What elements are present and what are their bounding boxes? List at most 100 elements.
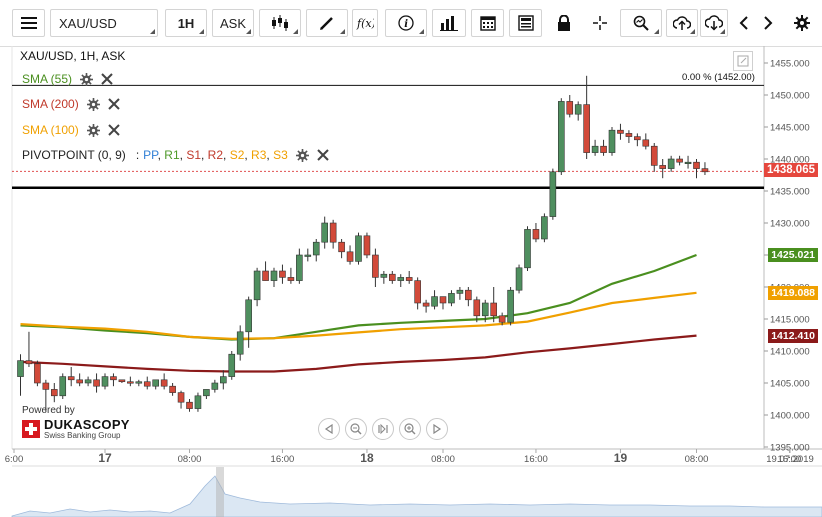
navigator-handle bbox=[216, 467, 224, 517]
info-button[interactable]: i bbox=[385, 9, 427, 37]
candle-body bbox=[481, 302, 489, 317]
candle-body bbox=[431, 296, 438, 307]
candle-body bbox=[59, 376, 67, 397]
candle-body bbox=[372, 254, 379, 278]
chart-type-button[interactable] bbox=[259, 9, 301, 37]
calendar-button[interactable] bbox=[471, 9, 504, 37]
candle-body bbox=[262, 270, 269, 281]
candle-body bbox=[338, 241, 345, 253]
menu-button[interactable] bbox=[12, 9, 45, 37]
x-tick-label: 19.07.2019 bbox=[766, 454, 814, 465]
legend-sma100-remove[interactable] bbox=[107, 124, 120, 136]
candle-body bbox=[667, 158, 675, 169]
legend-pivot-sep: : bbox=[135, 148, 140, 162]
gear-icon bbox=[80, 72, 94, 86]
triangle-left-icon bbox=[324, 424, 333, 434]
side-select[interactable]: ASK bbox=[212, 9, 254, 37]
candle-body bbox=[279, 270, 286, 278]
news-button[interactable] bbox=[509, 9, 542, 37]
candle-body bbox=[439, 296, 447, 304]
x-tick-label: 16:00 bbox=[778, 454, 802, 465]
legend-pivot: PIVOTPOINT (0, 9) : PP, R1, S1, R2, S2, … bbox=[22, 148, 329, 162]
candle-body bbox=[236, 331, 244, 355]
candle-body bbox=[50, 389, 58, 397]
x-tick-label: 6:00 bbox=[5, 454, 24, 465]
chart-area[interactable]: 1395.000 1400.000 1405.000 1410.000 1415.000… bbox=[0, 46, 822, 517]
scroll-right-button[interactable] bbox=[755, 9, 781, 37]
candle-body bbox=[498, 315, 506, 323]
candle-body bbox=[127, 381, 134, 384]
candle-body bbox=[448, 293, 455, 304]
y-tick-label: 1395.000 bbox=[770, 443, 810, 454]
candle-body bbox=[642, 139, 650, 147]
legend-sma55-remove[interactable] bbox=[101, 73, 113, 85]
download-button[interactable] bbox=[700, 9, 728, 37]
info-icon: i bbox=[398, 15, 414, 31]
indicators-button[interactable]: f(x) bbox=[352, 9, 378, 37]
instrument-label: XAU/USD bbox=[59, 15, 117, 31]
legend-pivot-item-s3: S3 bbox=[273, 148, 288, 162]
legend-sma100: SMA (100) bbox=[22, 123, 120, 137]
brand-sub: Swiss Banking Group bbox=[44, 431, 121, 440]
legend-pivot-item-s2: S2 bbox=[229, 148, 245, 162]
lock-icon bbox=[558, 15, 570, 31]
timeframe-select[interactable]: 1H bbox=[165, 9, 207, 37]
zoom-in-button[interactable] bbox=[399, 418, 421, 440]
candle-body bbox=[684, 161, 692, 164]
candle-body bbox=[524, 229, 531, 269]
instrument-select[interactable]: XAU/USD bbox=[50, 9, 158, 37]
candle-body bbox=[549, 171, 557, 217]
close-icon bbox=[317, 149, 329, 161]
candle-body bbox=[363, 235, 371, 256]
legend-pivot-items: PP, R1, S1, R2, S2, R3, S3 bbox=[143, 148, 288, 162]
reset-button[interactable] bbox=[372, 418, 394, 440]
legend-sma100-settings[interactable] bbox=[86, 123, 100, 137]
y-tick-label: 1400.000 bbox=[770, 411, 810, 422]
crosshair-button[interactable] bbox=[587, 9, 613, 37]
candle-body bbox=[634, 136, 641, 141]
candle-body bbox=[160, 379, 168, 387]
candle-body bbox=[414, 280, 421, 304]
y-tick-label: 1455.000 bbox=[770, 59, 810, 70]
candle-body bbox=[203, 389, 210, 397]
scroll-left-button[interactable] bbox=[731, 9, 757, 37]
y-tick-label: 1410.000 bbox=[770, 347, 810, 358]
legend-sma200-settings[interactable] bbox=[86, 97, 100, 111]
candle-body bbox=[397, 277, 405, 281]
settings-button[interactable] bbox=[789, 9, 815, 37]
chart-header: XAU/USD, 1H, ASK bbox=[20, 49, 126, 63]
zoom-button[interactable] bbox=[620, 9, 662, 37]
candle-body bbox=[296, 254, 303, 281]
legend-pivot-remove[interactable] bbox=[317, 149, 329, 161]
crosshair-icon bbox=[593, 16, 607, 30]
candle-body bbox=[659, 165, 667, 169]
legend-pivot-item-r1: R1 bbox=[164, 148, 180, 162]
legend-pivot-settings[interactable] bbox=[295, 148, 309, 162]
volume-button[interactable] bbox=[432, 9, 466, 37]
legend-sma55-settings[interactable] bbox=[80, 72, 94, 86]
candle-body bbox=[676, 158, 683, 163]
lock-button[interactable] bbox=[551, 9, 577, 37]
dukascopy-logo: Powered by DUKASCOPY Swiss Banking Group bbox=[22, 405, 130, 440]
x-tick-label: 18 bbox=[360, 451, 374, 465]
nav-next-button[interactable] bbox=[426, 418, 448, 440]
sma100-price-label: 1419.088 bbox=[768, 285, 818, 300]
y-tick-label: 1405.000 bbox=[770, 379, 810, 390]
legend-pivot-item-pp: PP bbox=[143, 148, 158, 162]
legend-sma200-remove[interactable] bbox=[107, 98, 120, 110]
candle-body bbox=[557, 101, 565, 173]
price-chart[interactable]: 1395.000 1400.000 1405.000 1410.000 1415.000… bbox=[0, 46, 822, 517]
candle-body bbox=[566, 101, 574, 115]
candle-body bbox=[507, 289, 514, 323]
zoom-out-button[interactable] bbox=[345, 418, 367, 440]
upload-button[interactable] bbox=[666, 9, 698, 37]
x-tick-label: 16:00 bbox=[271, 454, 295, 465]
candle-body bbox=[17, 360, 24, 377]
reset-icon bbox=[378, 423, 388, 435]
candle-body bbox=[600, 145, 607, 153]
draw-tools-button[interactable] bbox=[306, 9, 348, 37]
candles-icon bbox=[272, 15, 288, 31]
y-tick-label: 1415.000 bbox=[770, 315, 810, 326]
nav-prev-button[interactable] bbox=[318, 418, 340, 440]
expand-button[interactable] bbox=[733, 51, 753, 71]
